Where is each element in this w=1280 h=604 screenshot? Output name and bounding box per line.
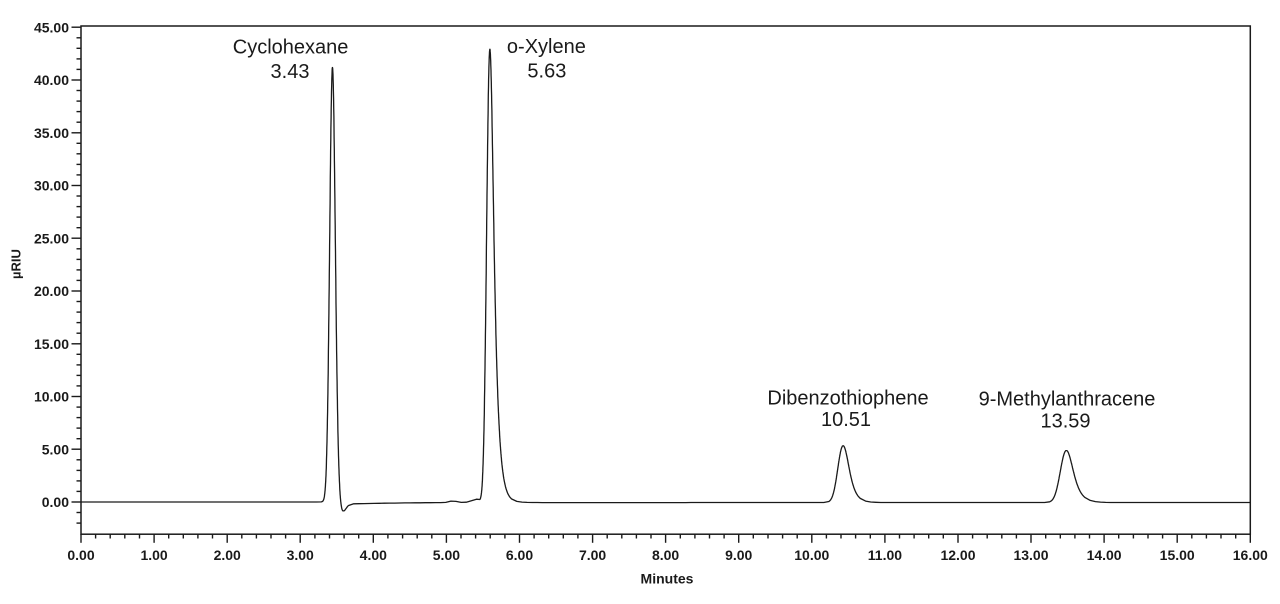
svg-text:7.00: 7.00 bbox=[579, 547, 606, 563]
svg-text:40.00: 40.00 bbox=[34, 72, 69, 88]
svg-text:11.00: 11.00 bbox=[868, 547, 902, 563]
svg-text:15.00: 15.00 bbox=[1160, 547, 1195, 563]
svg-text:Cyclohexane: Cyclohexane bbox=[233, 36, 349, 58]
svg-text:5.63: 5.63 bbox=[527, 61, 566, 83]
svg-text:10.00: 10.00 bbox=[794, 547, 829, 563]
svg-text:0.00: 0.00 bbox=[67, 547, 94, 563]
svg-text:Minutes: Minutes bbox=[641, 571, 694, 587]
svg-text:Dibenzothiophene: Dibenzothiophene bbox=[767, 388, 928, 410]
svg-text:14.00: 14.00 bbox=[1087, 547, 1122, 563]
svg-text:9-Methylanthracene: 9-Methylanthracene bbox=[979, 388, 1156, 410]
svg-text:30.00: 30.00 bbox=[34, 178, 69, 194]
svg-text:3.00: 3.00 bbox=[287, 547, 314, 563]
svg-text:0.00: 0.00 bbox=[42, 494, 69, 510]
svg-text:20.00: 20.00 bbox=[34, 283, 69, 299]
svg-text:8.00: 8.00 bbox=[652, 547, 679, 563]
svg-text:5.00: 5.00 bbox=[433, 547, 460, 563]
svg-text:10.51: 10.51 bbox=[821, 409, 871, 431]
svg-text:6.00: 6.00 bbox=[506, 547, 533, 563]
svg-text:5.00: 5.00 bbox=[42, 441, 69, 457]
svg-text:12.00: 12.00 bbox=[940, 547, 975, 563]
svg-text:13.59: 13.59 bbox=[1040, 410, 1090, 432]
svg-text:13.00: 13.00 bbox=[1013, 547, 1048, 563]
svg-text:45.00: 45.00 bbox=[34, 19, 69, 35]
svg-text:4.00: 4.00 bbox=[360, 547, 387, 563]
svg-text:16.00: 16.00 bbox=[1233, 547, 1268, 563]
svg-text:1.00: 1.00 bbox=[140, 547, 167, 563]
svg-text:2.00: 2.00 bbox=[214, 547, 241, 563]
svg-text:µRIU: µRIU bbox=[9, 249, 24, 279]
svg-text:10.00: 10.00 bbox=[34, 389, 69, 405]
svg-text:3.43: 3.43 bbox=[271, 61, 310, 83]
svg-text:25.00: 25.00 bbox=[34, 230, 69, 246]
svg-text:9.00: 9.00 bbox=[725, 547, 752, 563]
svg-text:o-Xylene: o-Xylene bbox=[507, 36, 586, 58]
svg-text:15.00: 15.00 bbox=[34, 336, 69, 352]
svg-text:35.00: 35.00 bbox=[34, 125, 69, 141]
